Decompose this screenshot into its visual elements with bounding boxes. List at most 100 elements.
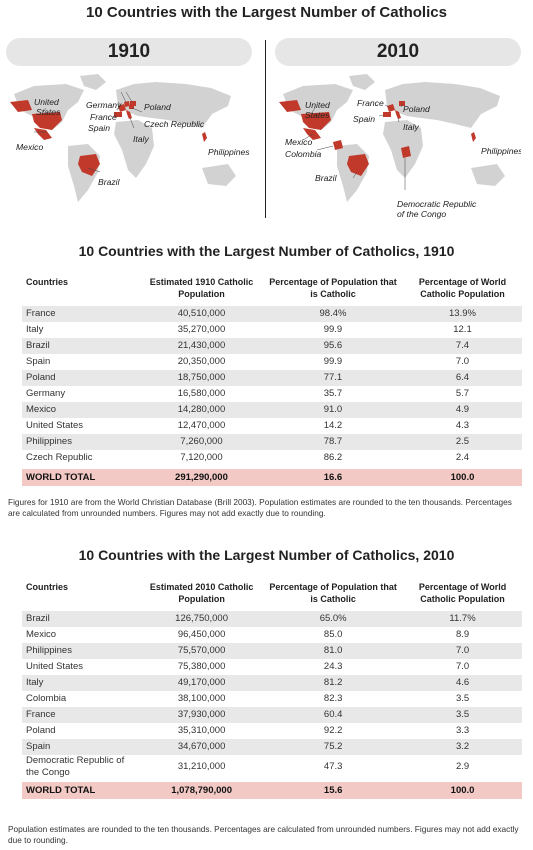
country-cell: Poland	[22, 370, 140, 386]
table-header-row: Countries Estimated 1910 Catholic Populat…	[22, 276, 522, 306]
label-united-states: United States	[34, 97, 61, 117]
table-2010-footnote: Population estimates are rounded to the …	[8, 824, 519, 845]
value-cell: 65.0%	[263, 611, 404, 627]
country-cell: France	[22, 707, 140, 723]
value-cell: 82.3	[323, 693, 343, 704]
country-cell: Mexico	[22, 402, 140, 418]
total-value-cell: 291,290,000	[139, 469, 263, 486]
value-cell: 24.3	[323, 661, 343, 672]
value-cell: 16,580,000	[177, 388, 226, 399]
country-cell: Brazil	[22, 611, 140, 627]
column-header: Estimated 2010 Catholic Population	[149, 582, 254, 604]
label-czech-republic: Czech Republic	[144, 119, 205, 129]
poland-shape	[399, 101, 405, 106]
value-cell: 3.3	[455, 725, 470, 736]
table-row: France 40,510,000 98.4% 13.9%	[22, 306, 522, 322]
france-shape	[387, 104, 395, 112]
value-cell: 12,470,000	[177, 420, 226, 431]
table-header-row: Countries Estimated 2010 Catholic Populat…	[22, 581, 522, 611]
value-cell: 60.4	[263, 707, 404, 723]
italy-shape	[395, 110, 401, 119]
label-brazil: Brazil	[98, 177, 121, 187]
column-header: Countries	[26, 277, 69, 287]
label-germany: Germany	[86, 100, 122, 110]
label-brazil: Brazil	[315, 173, 338, 183]
value-cell: 92.2	[323, 725, 343, 736]
value-cell: 20,350,000	[177, 356, 226, 367]
france-shape	[118, 104, 126, 112]
table-row: France 37,930,000 60.4 3.5	[22, 707, 522, 723]
philippines-shape	[202, 132, 207, 142]
map-2010-panel: 2010 United St	[275, 38, 521, 220]
italy-shape	[126, 110, 132, 119]
table-row: United States 75,380,000 24.3 7.0	[22, 659, 522, 675]
country-cell: Spain	[26, 356, 51, 367]
column-header: Percentage of World Catholic Population	[418, 582, 507, 604]
table-row: Czech Republic 7,120,000 86.2 2.4	[22, 450, 522, 466]
value-cell: 75.2	[263, 739, 404, 755]
label-mexico: Mexico	[16, 142, 43, 152]
column-header: Estimated 1910 Catholic Population	[149, 277, 254, 299]
value-cell: 13.9%	[402, 306, 522, 322]
label-philippines: Philippines	[481, 146, 521, 156]
united-states-shape	[32, 112, 62, 130]
poland-shape	[130, 101, 136, 106]
value-cell: 14,280,000	[139, 402, 263, 418]
value-cell: 7,120,000	[180, 452, 223, 463]
table-row: Germany 16,580,000 35.7 5.7	[22, 386, 522, 402]
label-france: France	[90, 112, 117, 122]
value-cell: 126,750,000	[139, 611, 264, 627]
map-1910-panel: 1910 United St	[6, 38, 252, 220]
value-cell: 75,380,000	[177, 661, 226, 672]
total-value-cell: 16.6	[262, 469, 403, 486]
table-row: Democratic Republic of the Congo 31,210,0…	[22, 755, 522, 779]
value-cell: 96,450,000	[177, 629, 226, 640]
world-map-1910: United States Germany Poland France Spain…	[10, 74, 250, 202]
value-cell: 7.0	[455, 356, 470, 367]
country-cell: France	[22, 306, 140, 322]
world-total-row: WORLD TOTAL 1,078,790,000 15.6 100.0	[22, 782, 522, 799]
value-cell: 38,100,000	[177, 693, 226, 704]
value-cell: 4.3	[455, 420, 470, 431]
value-cell: 77.1	[262, 370, 403, 386]
table-row: Philippines 75,570,000 81.0 7.0	[22, 643, 522, 659]
label-united-states: United States	[305, 100, 330, 120]
country-cell: Spain	[22, 739, 140, 755]
value-cell: 2.5	[402, 434, 522, 450]
value-cell: 18,750,000	[139, 370, 263, 386]
value-cell: 2.4	[455, 452, 470, 463]
value-cell: 91.0	[262, 402, 403, 418]
table-row: United States 12,470,000 14.2 4.3	[22, 418, 522, 434]
table-row: Colombia 38,100,000 82.3 3.5	[22, 691, 522, 707]
country-cell: Philippines	[22, 643, 140, 659]
value-cell: 86.2	[323, 452, 343, 463]
map-divider	[265, 40, 266, 218]
value-cell: 35,310,000	[177, 725, 226, 736]
table-row: Italy 35,270,000 99.9 12.1	[22, 322, 522, 338]
congo-shape	[401, 146, 411, 158]
value-cell: 81.0	[263, 643, 404, 659]
table-row: Brazil 21,430,000 95.6 7.4	[22, 338, 522, 354]
label-philippines: Philippines	[208, 147, 250, 157]
value-cell: 2.9	[455, 761, 470, 772]
table-2010: Countries Estimated 2010 Catholic Populat…	[22, 581, 522, 799]
country-cell: Brazil	[22, 338, 140, 354]
world-total-row: WORLD TOTAL 291,290,000 16.6 100.0	[22, 469, 522, 486]
value-cell: 75,570,000	[139, 643, 264, 659]
value-cell: 35,270,000	[177, 324, 226, 335]
label-congo: Democratic Republic of the Congo	[397, 199, 477, 219]
value-cell: 21,430,000	[139, 338, 263, 354]
column-header: Percentage of Population that is Catholi…	[269, 277, 397, 299]
value-cell: 95.6	[262, 338, 403, 354]
value-cell: 31,210,000	[177, 761, 226, 772]
table-row: Mexico 96,450,000 85.0 8.9	[22, 627, 522, 643]
value-cell: 4.6	[403, 675, 522, 691]
country-cell: Italy	[26, 324, 44, 335]
value-cell: 34,670,000	[139, 739, 264, 755]
value-cell: 7.0	[455, 661, 470, 672]
value-cell: 99.9	[323, 324, 343, 335]
world-map-2010: United States France Poland Spain Italy M…	[279, 74, 521, 219]
table-row: Poland 18,750,000 77.1 6.4	[22, 370, 522, 386]
label-poland: Poland	[144, 102, 171, 112]
value-cell: 3.2	[403, 739, 522, 755]
